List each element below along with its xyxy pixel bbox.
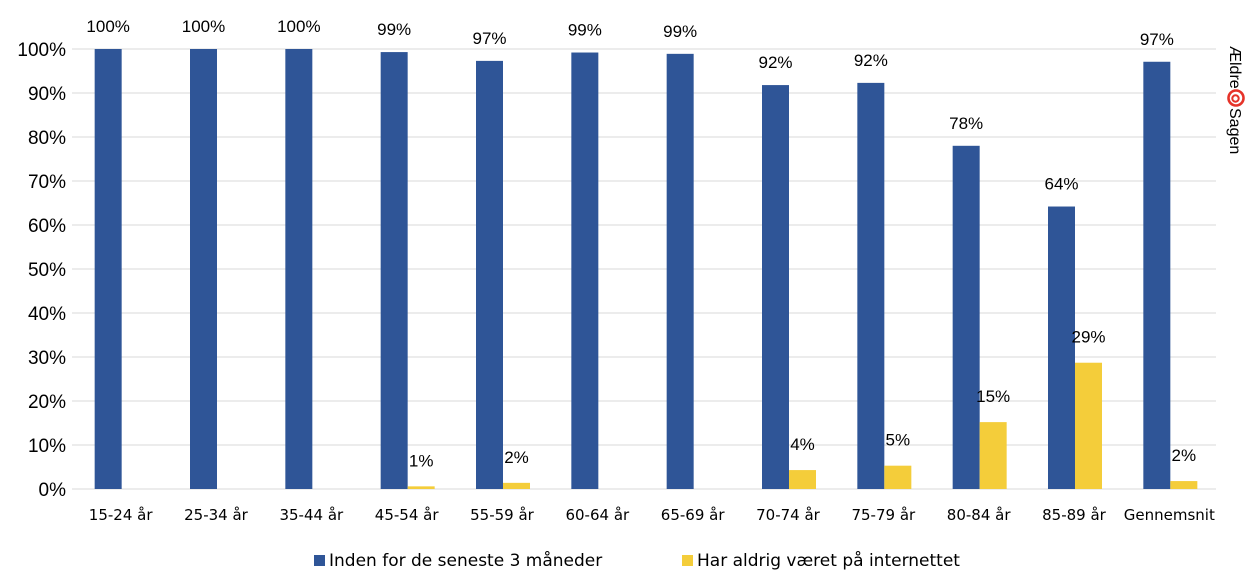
data-label-aldrig: 2%	[1172, 446, 1197, 465]
data-label-inden: 97%	[1140, 30, 1174, 49]
y-tick-label: 70%	[28, 172, 66, 193]
bar-inden	[1048, 206, 1075, 489]
x-tick-label: 75-79 år	[851, 506, 916, 524]
data-label-aldrig: 4%	[790, 435, 815, 454]
bar-inden	[952, 145, 980, 490]
y-tick-label: 80%	[28, 128, 66, 149]
data-label-aldrig: 5%	[886, 431, 911, 450]
data-label-inden: 92%	[854, 51, 888, 70]
data-label-inden: 99%	[377, 20, 411, 39]
bar-aldrig	[1075, 362, 1102, 489]
data-label-inden: 64%	[1044, 175, 1078, 194]
x-tick-label: 80-84 år	[947, 506, 1012, 524]
data-label-inden: 97%	[472, 29, 506, 48]
data-label-aldrig: 2%	[504, 448, 529, 467]
y-axis: 0% 10% 20% 30% 40% 50% 60% 70% 80% 90% 100%	[17, 40, 66, 501]
legend-label-aldrig: Har aldrig været på internettet	[697, 550, 960, 571]
y-tick-label: 0%	[39, 480, 67, 501]
data-label-aldrig: 29%	[1071, 328, 1105, 347]
bar-inden	[476, 60, 503, 489]
data-label-aldrig: 15%	[976, 387, 1010, 406]
data-labels: 100% 100% 100% 99% 1% 97% 2% 99% 99% 92% 4% 92% 5% 78…	[86, 17, 1196, 470]
bar-aldrig	[884, 465, 912, 489]
y-tick-label: 60%	[28, 216, 66, 237]
bars	[94, 49, 1198, 490]
data-label-inden: 100%	[86, 17, 129, 36]
gridlines	[72, 48, 1216, 490]
data-label-inden: 99%	[663, 22, 697, 41]
y-tick-label: 20%	[28, 392, 66, 413]
legend-swatch-aldrig	[682, 555, 693, 566]
y-tick-label: 10%	[28, 436, 66, 457]
x-tick-label: 15-24 år	[89, 506, 154, 524]
x-tick-label: Gennemsnit	[1124, 506, 1215, 524]
bar-inden	[94, 49, 122, 489]
x-tick-label: 45-54 år	[375, 506, 440, 524]
bar-aldrig	[503, 482, 530, 489]
x-tick-label: 55-59 år	[470, 506, 535, 524]
y-tick-label: 40%	[28, 304, 66, 325]
data-label-inden: 92%	[758, 53, 792, 72]
data-label-inden: 100%	[277, 17, 320, 36]
legend-swatch-inden	[314, 555, 325, 566]
aeldre-sagen-logo: Ældre Sagen	[1226, 46, 1245, 154]
x-tick-label: 60-64 år	[565, 506, 630, 524]
logo-swirl-icon	[1227, 89, 1245, 107]
bar-inden	[666, 53, 694, 490]
data-label-inden: 78%	[949, 114, 983, 133]
x-tick-label: 70-74 år	[756, 506, 821, 524]
x-tick-label: 35-44 år	[279, 506, 344, 524]
logo-text-sagen: Sagen	[1226, 108, 1243, 154]
logo-text-aeldre: Ældre	[1226, 46, 1243, 89]
bar-inden	[380, 52, 408, 490]
bar-inden	[762, 85, 789, 489]
bar-aldrig	[979, 422, 1007, 489]
data-label-inden: 99%	[568, 21, 602, 40]
bar-aldrig	[789, 470, 816, 489]
bar-aldrig	[1170, 481, 1198, 489]
bar-inden	[190, 49, 217, 489]
bar-aldrig	[407, 486, 435, 489]
legend-label-inden: Inden for de seneste 3 måneder	[329, 550, 602, 571]
x-tick-label: 85-89 år	[1042, 506, 1107, 524]
x-axis: 15-24 år 25-34 år 35-44 år 45-54 år 55-59 år…	[89, 506, 1215, 524]
data-label-inden: 100%	[182, 17, 225, 36]
bar-inden	[571, 52, 599, 490]
x-tick-label: 65-69 år	[661, 506, 726, 524]
y-tick-label: 90%	[28, 84, 66, 105]
y-tick-label: 30%	[28, 348, 66, 369]
x-tick-label: 25-34 år	[184, 506, 249, 524]
bar-inden	[285, 49, 313, 489]
y-tick-label: 50%	[28, 260, 66, 281]
y-tick-label: 100%	[17, 40, 66, 61]
bar-inden	[1143, 61, 1171, 489]
legend: Inden for de seneste 3 måneder Har aldri…	[314, 550, 960, 571]
data-label-aldrig: 1%	[409, 451, 434, 470]
bar-inden	[857, 82, 885, 489]
